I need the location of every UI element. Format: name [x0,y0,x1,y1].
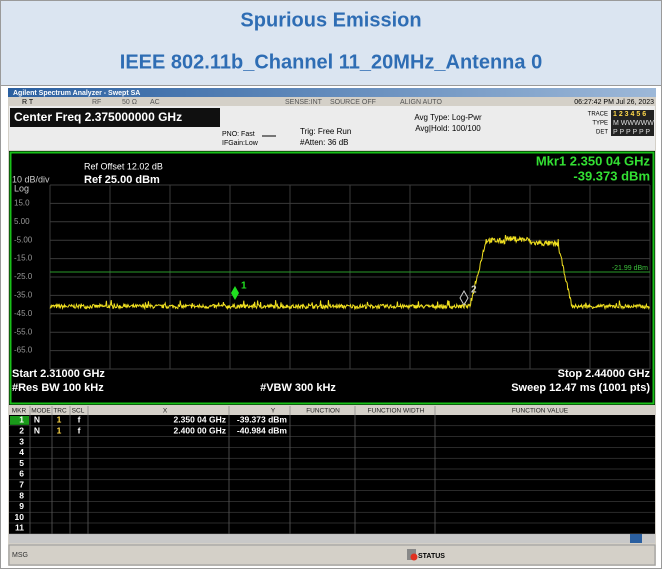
msg: MSG [12,552,28,559]
column-header: FUNCTION VALUE [512,408,569,415]
status-impedance: 50 Ω [122,99,137,106]
scale: 10 dB/div [12,174,50,184]
graph-border [9,151,655,405]
y-label: -65.0 [14,346,33,355]
trace-box [611,110,654,136]
marker-2 [459,289,469,307]
cell-mkr: 8 [19,490,24,500]
y-label: -15.0 [14,254,33,263]
y-label: -55.0 [14,327,33,336]
center-freq: Center Freq 2.375000000 GHz [14,110,182,124]
status-align: ALIGN AUTO [400,99,442,106]
graph-panel [9,151,655,405]
column-header: MKR [12,408,27,415]
start-freq: Start 2.31000 GHz [12,368,105,380]
trace [49,234,650,311]
log-label: Log [14,183,29,193]
res-bw: #Res BW 100 kHz [12,382,104,394]
cell-mkr: 5 [19,458,24,468]
status-sense: SENSE:INT [285,99,323,106]
status-source: SOURCE OFF [330,99,376,106]
status-coupling: AC [150,99,160,106]
marker-freq: Mkr1 2.350 04 GHz [536,153,651,168]
scrollbar [9,534,655,543]
status: STATUS [418,553,445,560]
page-subtitle: IEEE 802.11b_Channel 11_20MHz_Antenna 0 [120,51,542,73]
column-header: FUNCTION [306,408,340,415]
cell-x: 2.350 04 GHz [174,415,226,425]
center-freq-box [10,108,220,127]
trace-value: 1 2 3 4 5 6 [613,111,646,118]
title-bar [8,88,656,97]
cell-y: -39.373 dBm [237,415,288,425]
window-title: Agilent Spectrum Analyzer - Swept SA [13,90,140,97]
y-label: 5.00 [14,217,30,226]
cell-mkr: 4 [19,447,24,457]
cell-trc: 1 [57,415,62,425]
cell-scl: f [78,415,81,425]
y-label: 15.0 [14,199,30,208]
column-header: MODE [31,408,51,415]
y-label: -25.0 [14,272,33,281]
display-line-label: -21.99 dBm [612,265,648,272]
ref-level: Ref 25.00 dBm [84,174,160,186]
table-header [9,406,655,415]
cell-mkr: 6 [19,469,24,479]
marker-1-label: 1 [241,281,247,292]
column-header: FUNCTION WIDTH [368,408,425,415]
status-icon-dot [410,553,418,561]
trig: Trig: Free Run [300,127,351,136]
trace-label: TRACE [588,112,608,118]
marker-table [9,406,655,534]
cell-mode: N [34,425,40,435]
det-value: P P P P P P [613,129,650,136]
status-icon [407,549,416,560]
cell-y: -40.984 dBm [237,425,288,435]
marker-1 [231,286,239,300]
sweep: Sweep 12.47 ms (1001 pts) [511,382,650,394]
avg-type: Avg Type: Log-Pwr [414,113,482,122]
column-header: Y [271,408,276,415]
cell-scl: f [78,425,81,435]
y-label: -35.0 [14,291,33,300]
pno: PNO: Fast [222,131,255,138]
cell-mkr: 11 [15,523,24,533]
stop-freq: Stop 2.44000 GHz [558,368,651,380]
marker-level: -39.373 dBm [573,168,650,183]
status-mode: R T [22,99,34,106]
scroll-button[interactable] [630,534,642,543]
det-label: DET [596,130,608,136]
row-highlight [10,416,29,425]
ifgain: IFGain:Low [222,140,259,147]
column-header: SCL [72,408,85,415]
cell-trc: 1 [57,425,62,435]
avg-hold: Avg|Hold: 100/100 [415,124,481,133]
status-time: 06:27:42 PM Jul 26, 2023 [574,99,654,106]
ref-offset: Ref Offset 12.02 dB [84,161,163,171]
header-band [0,0,662,86]
page-title: Spurious Emission [240,9,421,31]
cell-x: 2.400 00 GHz [174,425,226,435]
cell-mode: N [34,415,40,425]
marker-2-label: 2 [471,285,477,296]
column-header: TRC [53,408,67,415]
type-value: M WWWWW [613,120,654,127]
status-rf: RF [92,99,101,106]
cell-mkr: 3 [19,436,24,446]
atten: #Atten: 36 dB [300,138,348,147]
status-bar [8,544,656,566]
cell-mkr: 1 [19,415,24,425]
y-label: -5.00 [14,235,33,244]
y-label: -45.0 [14,309,33,318]
type-label: TYPE [592,121,608,127]
column-header: X [163,408,168,415]
cell-mkr: 10 [15,512,25,522]
cell-mkr: 9 [19,501,24,511]
cell-mkr: 2 [19,425,24,435]
cell-mkr: 7 [19,479,24,489]
vbw: #VBW 300 kHz [260,382,336,394]
